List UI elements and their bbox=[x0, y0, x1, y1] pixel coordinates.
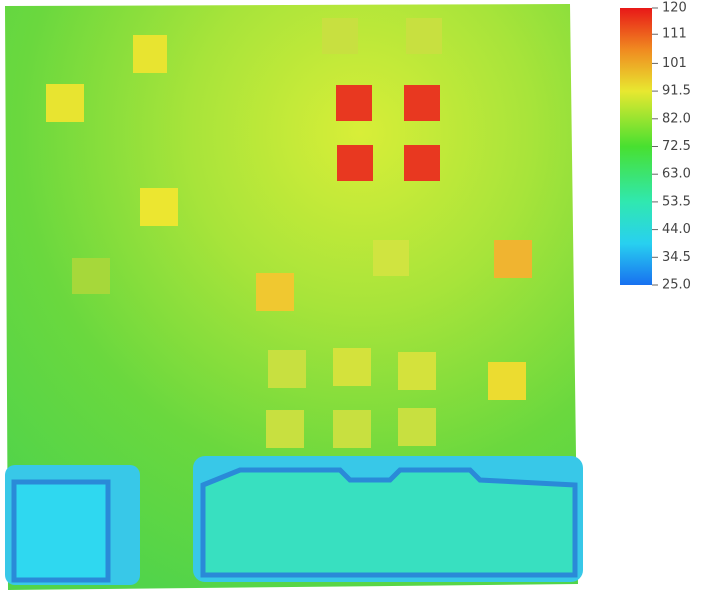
colorbar-tick-label: 44.0 bbox=[662, 222, 691, 237]
colorbar-tick-label: 111 bbox=[662, 27, 687, 42]
colorbar-tick-label: 63.0 bbox=[662, 167, 691, 182]
colorbar-tick-label: 25.0 bbox=[662, 278, 691, 293]
colorbar-tick-label: 82.0 bbox=[662, 111, 691, 126]
thermal-view: 120 111 101 91.5 82.0 72.5 63.0 53.5 44.0 34.5 25.… bbox=[0, 0, 710, 594]
colorbar-tick-label: 91.5 bbox=[662, 84, 691, 99]
colorbar-tick-label: 101 bbox=[662, 56, 687, 71]
colorbar-tick-label: 53.5 bbox=[662, 194, 691, 209]
colorbar-tick-label: 34.5 bbox=[662, 250, 691, 265]
colorbar-tick-label: 72.5 bbox=[662, 139, 691, 154]
colorbar-tick-label: 120 bbox=[662, 1, 687, 16]
colorbar bbox=[620, 8, 652, 285]
board bbox=[5, 4, 583, 590]
